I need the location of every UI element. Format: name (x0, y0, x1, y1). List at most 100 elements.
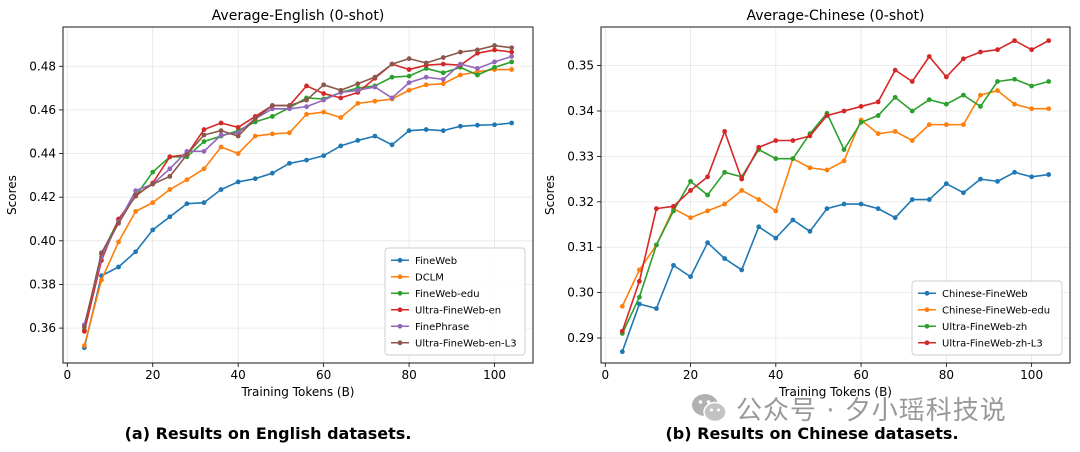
grid-lines (63, 27, 533, 363)
data-point (773, 156, 779, 162)
data-point (824, 206, 830, 212)
data-point (636, 294, 642, 300)
legend-box (911, 280, 1063, 356)
data-point (389, 142, 395, 148)
y-tick-label: 0.33 (567, 149, 594, 163)
y-tick-label: 0.30 (567, 286, 594, 300)
chart-average-english: 0 20 40 60 80 100 0.36 0.38 0.40 0.42 0.44 0.46 0.48… (5, 8, 534, 399)
data-point (269, 131, 275, 137)
x-tick-label: 40 (231, 368, 246, 382)
data-point (1012, 169, 1017, 175)
chart-title: Average-Chinese (0-shot) (746, 8, 924, 24)
data-point (167, 214, 173, 220)
y-tick-label: 0.48 (29, 59, 56, 73)
data-point (943, 122, 949, 128)
chart-title: Average-English (0-shot) (212, 8, 385, 24)
data-point (406, 56, 412, 62)
data-point (304, 111, 309, 117)
data-point (423, 127, 429, 132)
x-tick-label: 60 (853, 368, 868, 382)
data-point (304, 83, 309, 89)
data-point (756, 197, 762, 202)
data-point (389, 95, 395, 101)
data-point (1029, 106, 1035, 112)
data-point (722, 169, 728, 175)
data-point (909, 108, 915, 114)
data-point (739, 188, 745, 193)
data-point (875, 113, 881, 118)
legend-label: Ultra-FineWeb-zh-L3 (942, 338, 1043, 349)
legend-swatch-marker (397, 290, 403, 296)
data-point (218, 187, 224, 192)
data-point (201, 132, 207, 138)
legend-item: Ultra-FineWeb-en (391, 305, 501, 316)
legend-label: Ultra-FineWeb-zh (942, 322, 1027, 333)
series-line (83, 55, 512, 326)
data-point (995, 47, 1000, 53)
data-point (858, 201, 864, 207)
data-point (457, 72, 463, 78)
series-line (621, 89, 1049, 307)
data-point (150, 227, 156, 233)
legend-item: FineWeb (391, 256, 457, 267)
data-point (99, 250, 104, 256)
data-point (739, 176, 745, 182)
data-point (133, 249, 139, 255)
data-point (252, 116, 258, 122)
legend-item: Ultra-FineWeb-en-L3 (391, 338, 517, 349)
data-point (457, 123, 463, 129)
data-point (636, 267, 642, 273)
data-point (201, 200, 207, 206)
data-point (406, 87, 412, 93)
data-point (184, 152, 190, 158)
data-point (116, 239, 121, 245)
series-dclm (81, 67, 515, 348)
legend-label: Chinese-FineWeb-edu (942, 305, 1050, 316)
data-point (218, 144, 224, 150)
data-point (926, 54, 932, 59)
data-point (406, 67, 412, 72)
data-point (654, 242, 659, 248)
data-point (509, 59, 515, 65)
data-point (671, 262, 676, 268)
x-tick-label: 80 (939, 368, 954, 382)
data-point (875, 99, 881, 105)
series-line (621, 39, 1050, 332)
data-point (841, 147, 847, 152)
series-line (621, 171, 1049, 352)
data-point (338, 143, 344, 149)
data-point (807, 228, 813, 234)
data-point (406, 73, 412, 79)
data-point (287, 130, 292, 136)
data-point (773, 235, 779, 241)
data-point (218, 132, 224, 138)
legend-swatch-marker (924, 290, 930, 296)
data-point (184, 201, 190, 207)
legend-swatch-marker (397, 307, 403, 313)
legend-swatch-marker (924, 340, 930, 346)
data-point (338, 115, 344, 120)
series-line (83, 122, 512, 348)
data-point (167, 187, 173, 192)
data-point (167, 166, 173, 172)
legend-label: FineWeb-edu (415, 289, 480, 300)
data-point (790, 217, 796, 223)
plot-frame (62, 26, 534, 364)
data-point (619, 303, 625, 309)
data-point (688, 188, 693, 193)
data-point (978, 49, 983, 55)
data-point (321, 91, 327, 96)
data-point (688, 178, 693, 184)
data-point (184, 177, 190, 183)
legend-item: FineWeb-edu (391, 289, 480, 300)
data-point (440, 70, 446, 76)
data-point (440, 61, 446, 67)
data-point (201, 148, 207, 154)
data-point (1029, 47, 1035, 53)
legend-swatch-marker (924, 323, 930, 329)
data-point (475, 72, 480, 78)
data-point (509, 45, 515, 51)
data-point (671, 208, 676, 214)
y-tick-label: 0.35 (567, 59, 594, 73)
data-point (943, 74, 949, 80)
